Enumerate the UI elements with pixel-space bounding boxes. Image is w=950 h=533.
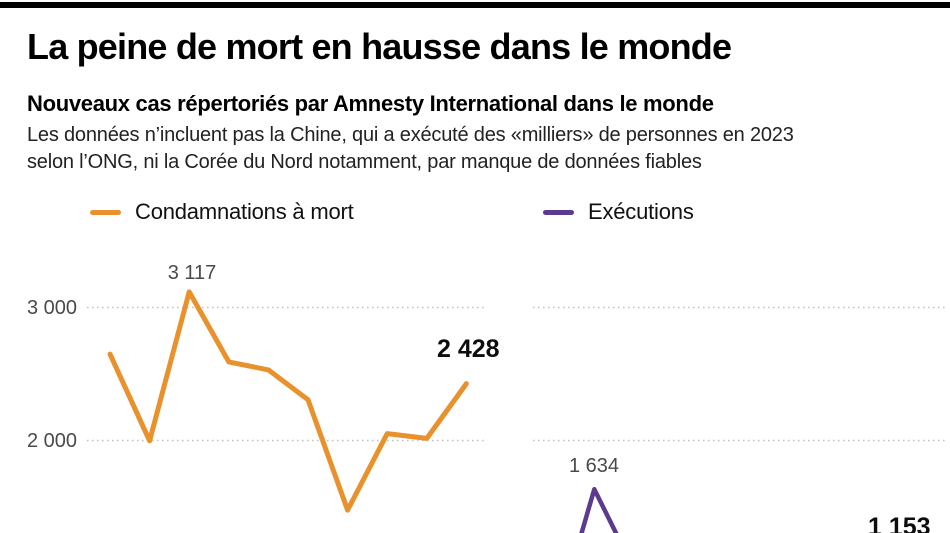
top-accent-bar: [0, 2, 950, 8]
executions-line: [579, 486, 619, 533]
chart-subtitle: Nouveaux cas répertoriés par Amnesty Int…: [27, 91, 714, 116]
legend-label-executions: Exécutions: [588, 199, 694, 224]
y-axis-tick-2000: 2 000: [26, 430, 77, 452]
executions-peak-value-label: 1 634: [568, 455, 620, 477]
chart-description-line1: Les données n’incluent pas la Chine, qui…: [27, 124, 794, 146]
sentences-line: [107, 289, 469, 513]
legend-item-executions: Exécutions: [543, 199, 694, 225]
legend-item-sentences: Condamnations à mort: [90, 199, 354, 225]
legend-dash-orange-icon: [90, 209, 121, 215]
sentences-peak-value-label: 3 117: [167, 262, 217, 284]
legend-dash-purple-icon: [543, 209, 574, 215]
sentences-latest-value-label: 2 428: [437, 335, 500, 363]
chart-description-line2: selon l’ONG, ni la Corée du Nord notamme…: [27, 151, 702, 173]
legend-label-sentences: Condamnations à mort: [135, 199, 354, 224]
page-title: La peine de mort en hausse dans le monde: [27, 26, 732, 67]
executions-latest-value-label: 1 153: [868, 513, 931, 533]
y-axis-tick-3000: 3 000: [26, 297, 77, 319]
